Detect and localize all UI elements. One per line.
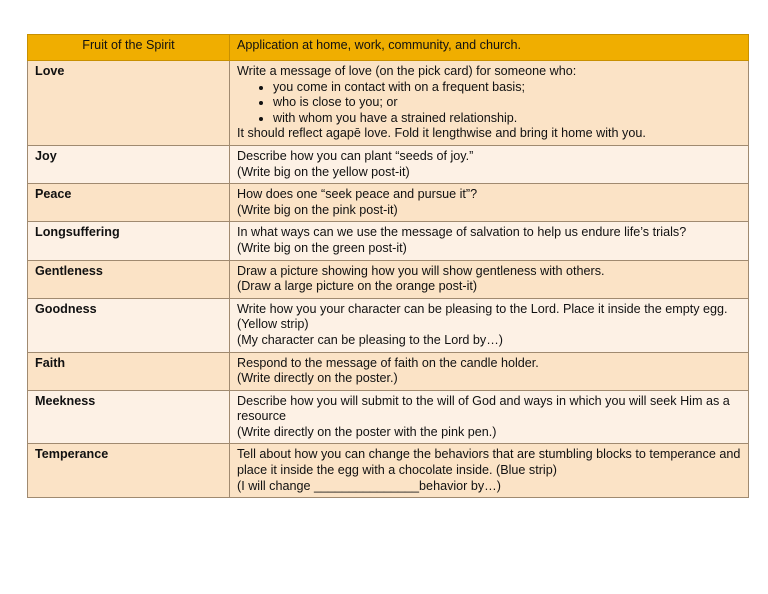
fruit-of-spirit-table: Fruit of the Spirit Application at home,… (27, 34, 749, 499)
cell-line: (Write directly on the poster.) (237, 371, 398, 386)
application-cell: In what ways can we use the message of s… (229, 221, 749, 261)
cell-line: (Draw a large picture on the orange post… (237, 279, 478, 294)
fruit-cell: Peace (27, 183, 230, 223)
table-row: Joy Describe how you can plant “seeds of … (27, 144, 749, 185)
application-cell: Tell about how you can change the behavi… (229, 443, 749, 499)
cell-line: It should reflect agapē love. Fold it le… (237, 126, 646, 141)
list-item: you come in contact with on a frequent b… (273, 80, 741, 96)
table-row: Peace How does one “seek peace and pursue… (27, 183, 749, 223)
application-cell: Describe how you will submit to the will… (229, 389, 749, 445)
application-cell: Write how you your character can be plea… (229, 297, 749, 353)
fruit-cell: Gentleness (27, 259, 230, 299)
bullet-list: you come in contact with on a frequent b… (237, 80, 741, 127)
cell-line: (I will change _______________behavior b… (237, 478, 501, 493)
cell-line: (My character can be pleasing to the Lor… (237, 332, 503, 347)
list-item: with whom you have a strained relationsh… (273, 111, 741, 127)
cell-line: Describe how you can plant “seeds of joy… (237, 148, 474, 163)
cell-line: (Write directly on the poster with the p… (237, 424, 497, 439)
fruit-cell: Goodness (27, 297, 230, 353)
application-cell: Describe how you can plant “seeds of joy… (229, 144, 749, 185)
fruit-cell: Meekness (27, 389, 230, 445)
table-row: Temperance Tell about how you can change … (27, 443, 749, 499)
cell-line: Describe how you will submit to the will… (237, 393, 730, 424)
application-cell: Draw a picture showing how you will show… (229, 259, 749, 299)
application-cell: How does one “seek peace and pursue it”?… (229, 183, 749, 223)
header-fruit: Fruit of the Spirit (27, 34, 230, 61)
cell-line: (Write big on the green post-it) (237, 240, 407, 255)
cell-line: Write how you your character can be plea… (237, 301, 728, 332)
fruit-cell: Temperance (27, 443, 230, 499)
cell-line: (Write big on the yellow post-it) (237, 164, 410, 179)
table-row: Faith Respond to the message of faith on … (27, 351, 749, 391)
fruit-cell: Longsuffering (27, 221, 230, 261)
cell-line: Respond to the message of faith on the c… (237, 355, 539, 370)
cell-line: In what ways can we use the message of s… (237, 225, 687, 240)
fruit-cell: Joy (27, 144, 230, 185)
table-row: Love Write a message of love (on the pic… (27, 60, 749, 146)
table-header-row: Fruit of the Spirit Application at home,… (27, 34, 749, 61)
cell-line: Write a message of love (on the pick car… (237, 64, 577, 78)
cell-line: Tell about how you can change the behavi… (237, 447, 741, 478)
fruit-cell: Love (27, 60, 230, 146)
table-row: Goodness Write how you your character can… (27, 297, 749, 353)
table-row: Meekness Describe how you will submit to … (27, 389, 749, 445)
fruit-cell: Faith (27, 351, 230, 391)
table-row: Longsuffering In what ways can we use the… (27, 221, 749, 261)
cell-line: Draw a picture showing how you will show… (237, 263, 605, 278)
table-row: Gentleness Draw a picture showing how you… (27, 259, 749, 299)
application-cell: Write a message of love (on the pick car… (229, 60, 749, 146)
header-application: Application at home, work, community, an… (229, 34, 749, 61)
application-cell: Respond to the message of faith on the c… (229, 351, 749, 391)
list-item: who is close to you; or (273, 95, 741, 111)
cell-line: (Write big on the pink post-it) (237, 202, 398, 217)
cell-line: How does one “seek peace and pursue it”? (237, 187, 478, 202)
